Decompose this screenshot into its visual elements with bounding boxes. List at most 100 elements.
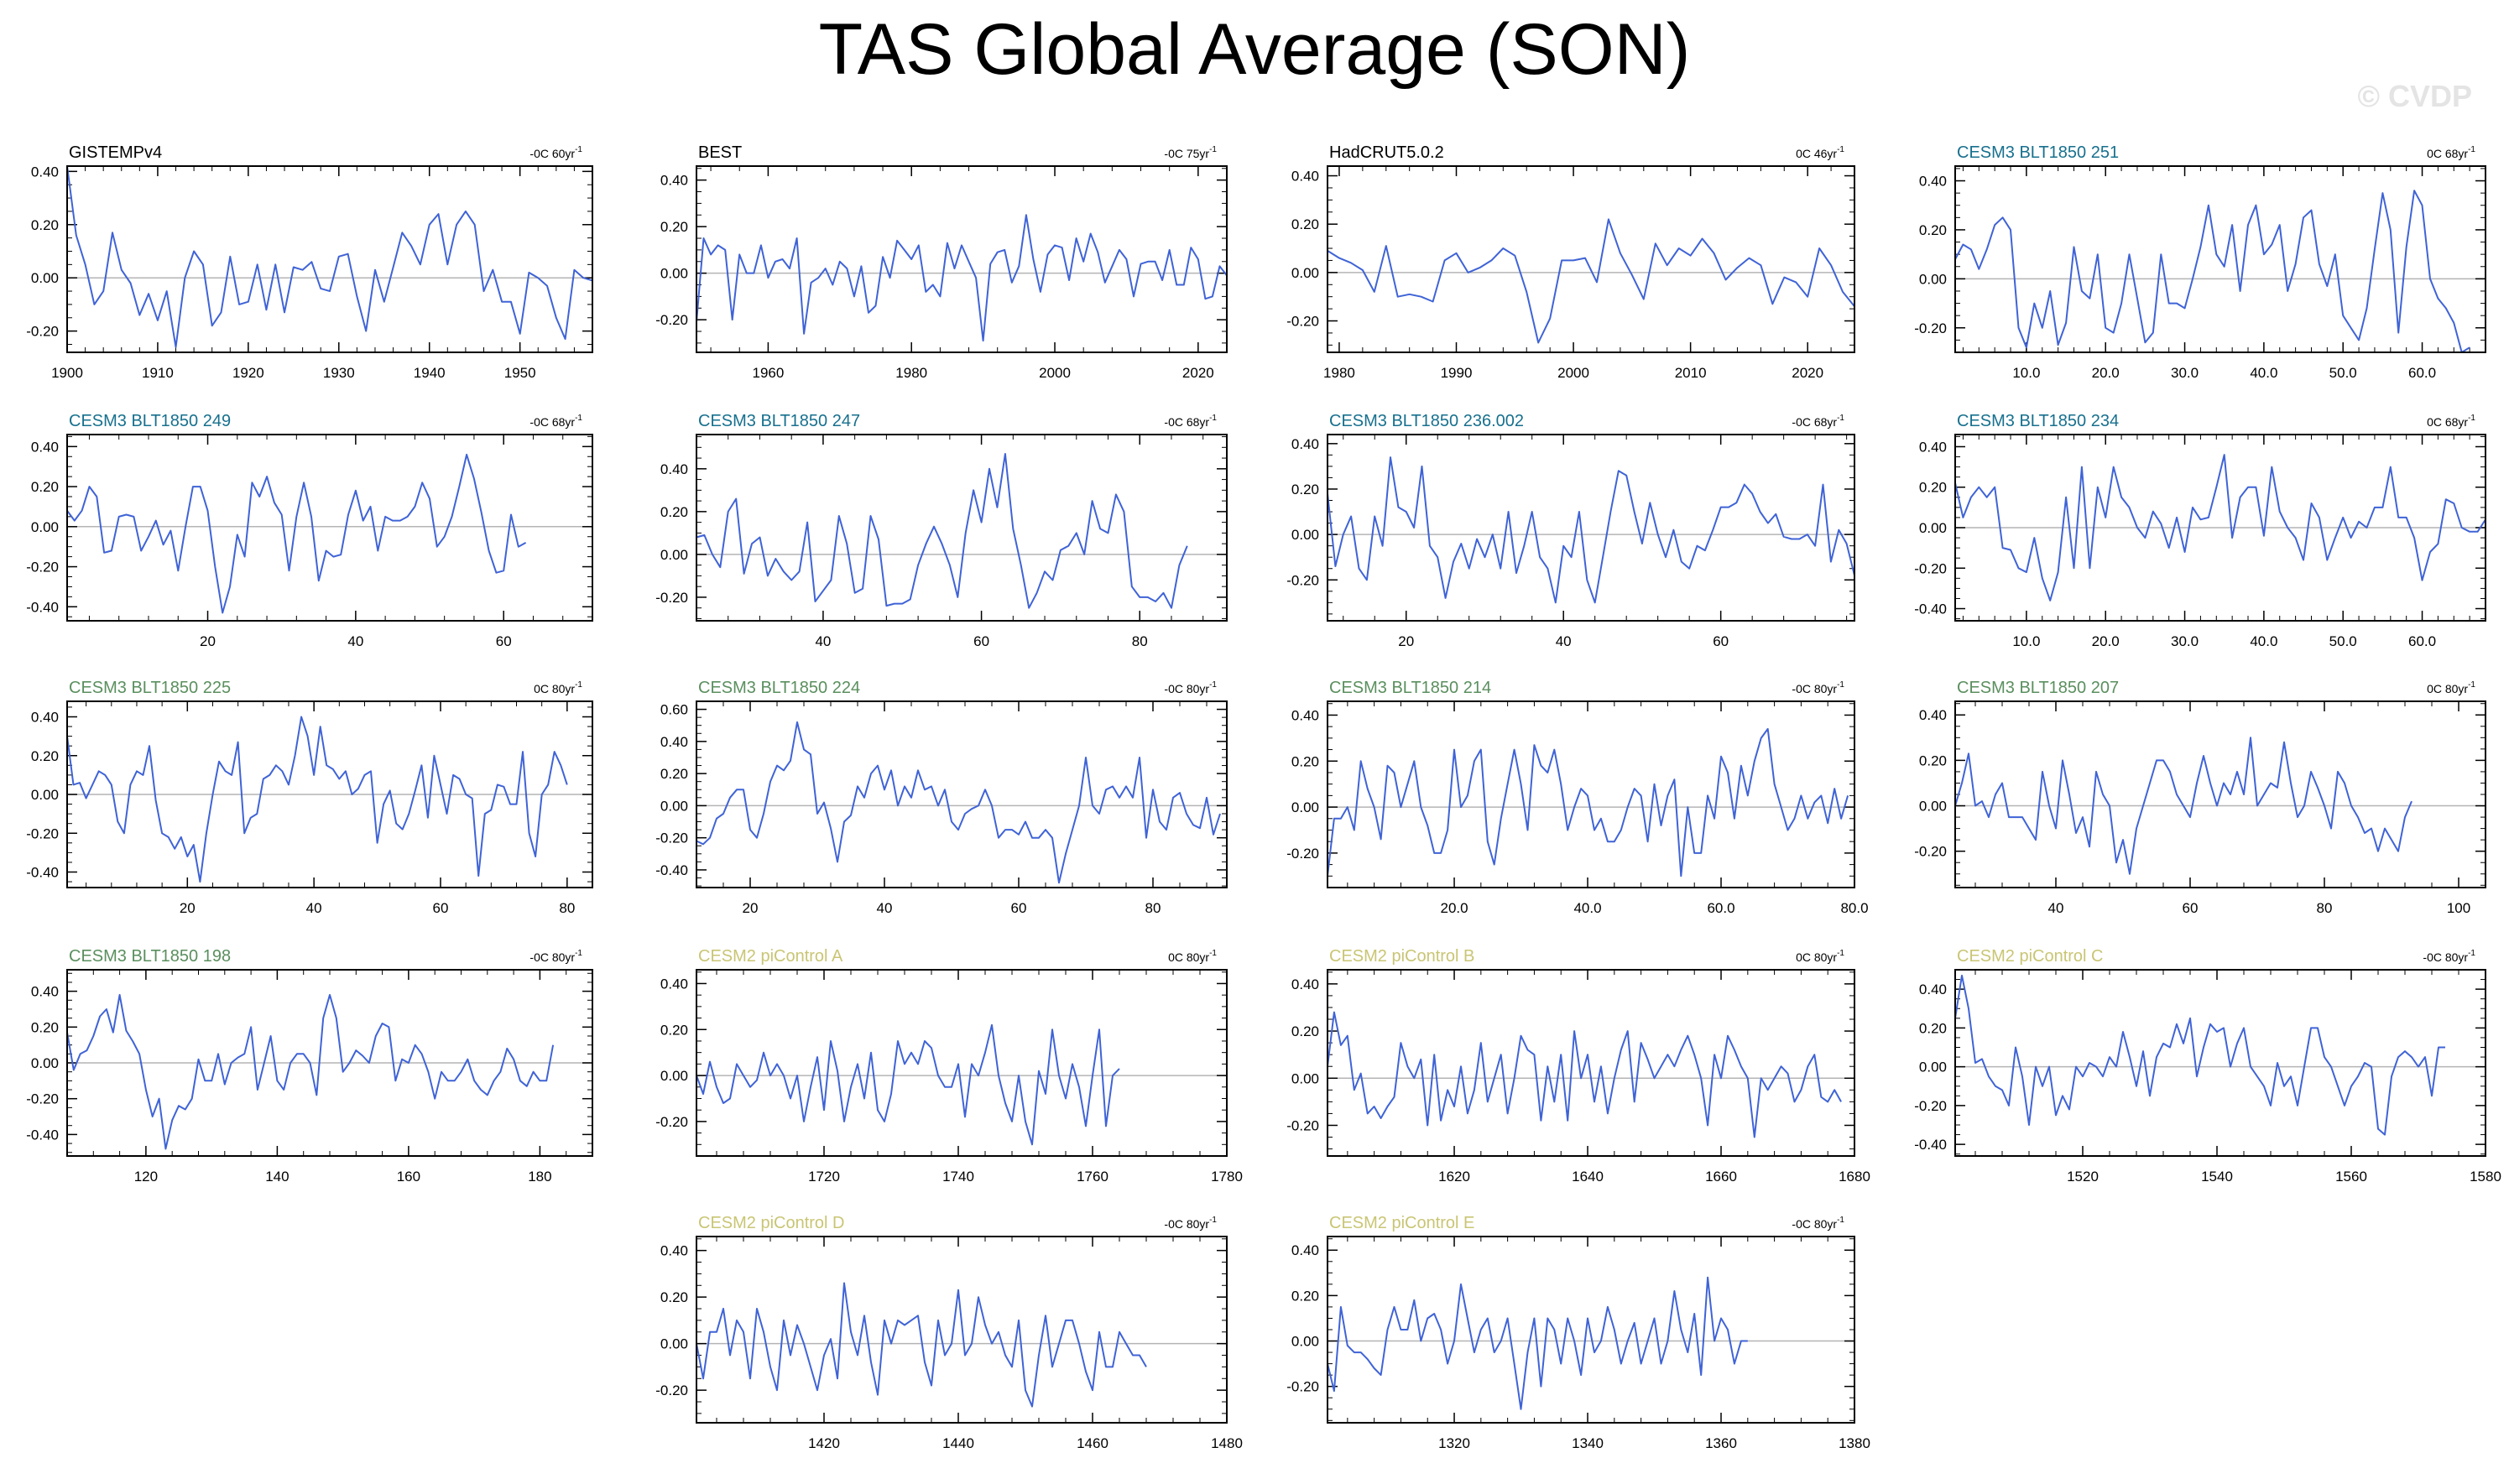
y-tick-label: 0.40 [660, 1243, 688, 1259]
panel-frame [1327, 434, 1855, 622]
x-tick-label: 1540 [2201, 1169, 2233, 1185]
x-tick-label: 1910 [142, 365, 174, 381]
y-tick-label: -0.20 [26, 1091, 59, 1107]
panel-title: CESM2 piControl B [1329, 947, 1474, 966]
y-tick-label: 0.40 [1919, 174, 1947, 190]
trend-exponent: -1 [1209, 145, 1217, 154]
y-tick-label: 0.40 [1291, 707, 1319, 723]
trend-exponent: -1 [2468, 949, 2475, 958]
trend-label: -0C 68yr-1 [1164, 414, 1217, 429]
x-tick-label: 1560 [2335, 1169, 2367, 1185]
trend-exponent: -1 [1209, 680, 1217, 690]
y-tick-label: -0.40 [26, 865, 59, 881]
x-tick-label: 1990 [1441, 365, 1473, 381]
x-tick-label: 1620 [1438, 1169, 1470, 1185]
panel-frame [66, 969, 593, 1157]
series-line [696, 721, 1221, 884]
x-tick-label: 40 [347, 633, 363, 649]
series-line [1327, 727, 1849, 877]
x-tick-label: 1950 [504, 365, 536, 381]
x-tick-label: 2000 [1039, 365, 1071, 381]
chart-panel: CESM2 piControl A 0C 80yr-1 -0.20 0.00 0.20 0… [655, 947, 1243, 1185]
trend-label: -0C 80yr-1 [1164, 680, 1217, 695]
series-line [1954, 190, 2470, 353]
series-line [696, 1282, 1147, 1408]
x-tick-label: 20.0 [2092, 633, 2120, 649]
series-line [1327, 1276, 1748, 1410]
y-tick-label: 0.20 [1919, 480, 1947, 496]
y-tick-label: -0.40 [1914, 1137, 1947, 1153]
chart-panel: CESM2 piControl C -0C 80yr-1 -0.40 -0.20 0.0… [1914, 947, 2501, 1185]
x-tick-label: 2000 [1557, 365, 1589, 381]
y-tick-label: 0.00 [1919, 271, 1947, 287]
trend-label: -0C 60yr-1 [529, 145, 582, 160]
panel-frame [66, 434, 593, 622]
x-tick-label: 120 [134, 1169, 158, 1185]
y-tick-label: 0.20 [660, 766, 688, 782]
x-tick-label: 1640 [1572, 1169, 1604, 1185]
x-tick-label: 1580 [2470, 1169, 2501, 1185]
x-tick-label: 40 [815, 633, 831, 649]
y-tick-label: 0.40 [1291, 976, 1319, 992]
series-line [1327, 206, 1855, 344]
y-tick-label: 0.00 [1291, 1334, 1319, 1350]
x-tick-label: 1720 [808, 1169, 840, 1185]
y-tick-label: 0.00 [1291, 1070, 1319, 1086]
panel-frame [1327, 700, 1855, 888]
x-tick-label: 1980 [1323, 365, 1355, 381]
chart-panel: CESM3 BLT1850 198 -0C 80yr-1 -0.40 -0.20 0.0… [26, 947, 593, 1185]
x-tick-label: 20 [180, 900, 196, 916]
y-tick-label: 0.00 [660, 266, 688, 282]
panel-frame [696, 1236, 1228, 1424]
y-tick-label: 0.20 [1291, 216, 1319, 232]
y-tick-label: 0.40 [31, 164, 59, 180]
y-tick-label: -0.20 [1914, 844, 1947, 860]
y-tick-label: -0.20 [1914, 320, 1947, 336]
x-tick-label: 60 [973, 633, 989, 649]
trend-exponent: -1 [1209, 1216, 1217, 1225]
y-tick-label: 0.20 [660, 1022, 688, 1038]
x-tick-label: 40 [2048, 900, 2064, 916]
panel-frame [1327, 165, 1855, 353]
trend-exponent: -1 [2468, 145, 2475, 154]
y-tick-label: 0.00 [1919, 520, 1947, 536]
page-title: TAS Global Average (SON) [818, 9, 1691, 90]
panel-frame [66, 165, 593, 353]
panel-frame [1954, 700, 2486, 888]
panel-frame [1327, 969, 1855, 1157]
x-tick-label: 60.0 [1707, 900, 1734, 916]
y-tick-label: 0.00 [31, 1055, 59, 1071]
y-tick-label: 0.20 [660, 1289, 688, 1305]
chart-panel: CESM3 BLT1850 225 0C 80yr-1 -0.40 -0.20 0.00… [26, 679, 593, 916]
trend-label: 0C 80yr-1 [2427, 680, 2475, 695]
trend-label: 0C 68yr-1 [2427, 145, 2475, 160]
panel-title: CESM2 piControl A [698, 947, 843, 966]
y-tick-label: 0.20 [1291, 1288, 1319, 1304]
series-line [66, 716, 568, 883]
x-tick-label: 1440 [942, 1435, 974, 1451]
x-tick-label: 140 [265, 1169, 289, 1185]
x-tick-label: 1360 [1705, 1435, 1737, 1451]
x-tick-label: 1380 [1839, 1435, 1870, 1451]
y-tick-label: 0.40 [1291, 169, 1319, 185]
y-tick-label: 0.40 [31, 439, 59, 455]
x-tick-label: 40.0 [2250, 365, 2277, 381]
x-tick-label: 2010 [1675, 365, 1707, 381]
x-tick-label: 50.0 [2329, 365, 2357, 381]
trend-label: -0C 68yr-1 [1792, 414, 1844, 429]
panel-title: CESM3 BLT1850 214 [1329, 679, 1491, 697]
y-tick-label: 0.40 [1919, 707, 1947, 723]
panel-title: HadCRUT5.0.2 [1329, 143, 1444, 162]
x-tick-label: 80 [2317, 900, 2333, 916]
chart-panel: CESM3 BLT1850 207 0C 80yr-1 -0.20 0.00 0.20 0… [1914, 679, 2486, 916]
x-tick-label: 80 [1145, 900, 1161, 916]
x-tick-label: 160 [397, 1169, 420, 1185]
panel-title: CESM2 piControl E [1329, 1214, 1474, 1232]
trend-exponent: -1 [2468, 414, 2475, 423]
chart-panel: CESM3 BLT1850 224 -0C 80yr-1 -0.40 -0.20 0.0… [655, 679, 1228, 916]
chart-panel: CESM2 piControl B 0C 80yr-1 -0.20 0.00 0.20 0… [1286, 947, 1870, 1185]
trend-label: -0C 80yr-1 [529, 949, 582, 964]
panel-title: BEST [698, 143, 742, 162]
panel-title: CESM3 BLT1850 236.002 [1329, 412, 1524, 430]
trend-label: -0C 80yr-1 [1792, 1216, 1844, 1231]
